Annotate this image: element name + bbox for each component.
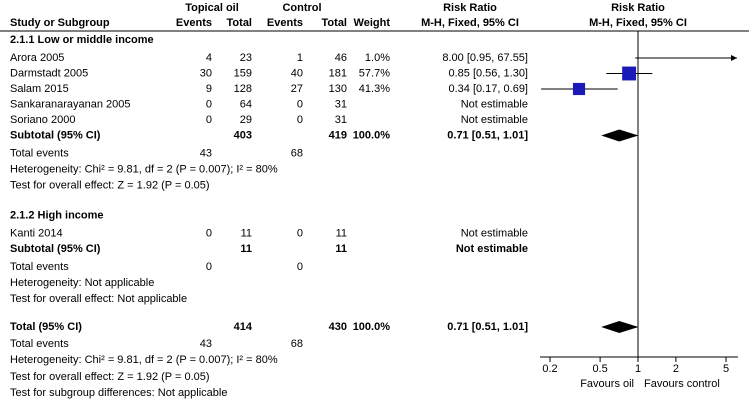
note: 2.1.2 High income bbox=[10, 209, 104, 221]
cell: 11 bbox=[241, 227, 252, 239]
cell: 0 bbox=[297, 261, 303, 273]
study-head: Study or Subgroup bbox=[10, 17, 110, 29]
plot-method-head: M-H, Fixed, 95% CI bbox=[589, 17, 687, 29]
cell: 1 bbox=[297, 52, 303, 64]
cell: 43 bbox=[200, 147, 212, 159]
study-square bbox=[622, 66, 637, 81]
row-label: Darmstadt 2005 bbox=[10, 67, 88, 79]
cell: 0 bbox=[206, 261, 212, 273]
row-label: Total events bbox=[10, 261, 69, 273]
cell: 414 bbox=[234, 321, 253, 333]
group-head: Topical oil bbox=[185, 2, 239, 14]
cell: 40 bbox=[291, 67, 303, 79]
plot-head: Risk Ratio bbox=[611, 2, 665, 14]
row-label: Kanti 2014 bbox=[10, 227, 63, 239]
cell: 64 bbox=[240, 98, 252, 110]
cell: 0 bbox=[206, 114, 212, 126]
favours-right: Favours control bbox=[644, 378, 720, 390]
note: 2.1.1 Low or middle income bbox=[10, 34, 154, 46]
cell: 68 bbox=[291, 338, 303, 350]
cell: 4 bbox=[206, 52, 212, 64]
x-tick-label: 1 bbox=[635, 363, 641, 375]
note: Test for overall effect: Z = 1.92 (P = 0… bbox=[10, 179, 210, 191]
cell: 0 bbox=[297, 227, 303, 239]
weight-head: Weight bbox=[354, 17, 391, 29]
row-label: Subtotal (95% CI) bbox=[10, 129, 101, 141]
cell: 1.0% bbox=[365, 52, 390, 64]
x-tick-label: 5 bbox=[723, 363, 729, 375]
events-head: Events bbox=[267, 17, 303, 29]
row-label: Total events bbox=[10, 147, 69, 159]
note: Test for subgroup differences: Not appli… bbox=[10, 387, 227, 399]
cell: 31 bbox=[335, 114, 347, 126]
cell: Not estimable bbox=[461, 114, 528, 126]
cell: 100.0% bbox=[353, 321, 391, 333]
cell: 128 bbox=[234, 83, 252, 95]
cell: 159 bbox=[234, 67, 252, 79]
note: Test for overall effect: Not applicable bbox=[10, 293, 187, 305]
cell: 0.71 [0.51, 1.01] bbox=[447, 129, 528, 141]
cell: 0.71 [0.51, 1.01] bbox=[447, 321, 528, 333]
cell: 57.7% bbox=[359, 67, 390, 79]
group-head: Control bbox=[282, 2, 321, 14]
cell: 31 bbox=[335, 98, 347, 110]
cell: 8.00 [0.95, 67.55] bbox=[442, 52, 528, 64]
x-tick-label: 0.2 bbox=[542, 363, 557, 375]
method-head: M-H, Fixed, 95% CI bbox=[421, 17, 519, 29]
cell: 46 bbox=[335, 52, 347, 64]
diamond bbox=[601, 129, 639, 142]
x-tick-label: 2 bbox=[673, 363, 679, 375]
cell: 0.85 [0.56, 1.30] bbox=[448, 67, 528, 79]
plot-area bbox=[541, 57, 737, 333]
cell: 68 bbox=[291, 147, 303, 159]
cell: 0 bbox=[206, 98, 212, 110]
cell: 27 bbox=[291, 83, 303, 95]
total-head: Total bbox=[227, 17, 252, 29]
row-label: Total (95% CI) bbox=[10, 321, 82, 333]
cell: Not estimable bbox=[461, 98, 528, 110]
events-head: Events bbox=[176, 17, 212, 29]
cell: 11 bbox=[240, 243, 252, 255]
cell: 0 bbox=[206, 227, 212, 239]
note: Heterogeneity: Chi² = 9.81, df = 2 (P = … bbox=[10, 163, 278, 175]
row-label: Total events bbox=[10, 338, 69, 350]
cell: Not estimable bbox=[461, 227, 528, 239]
cell: 430 bbox=[329, 321, 347, 333]
cell: 9 bbox=[206, 83, 212, 95]
row-label: Salam 2015 bbox=[10, 83, 69, 95]
row-label: Soriano 2000 bbox=[10, 114, 75, 126]
cell: 23 bbox=[240, 52, 252, 64]
cell: 0 bbox=[297, 98, 303, 110]
cell: 0 bbox=[297, 114, 303, 126]
cell: 181 bbox=[329, 67, 347, 79]
cell: 130 bbox=[329, 83, 347, 95]
study-square bbox=[572, 82, 586, 96]
cell: 11 bbox=[335, 243, 347, 255]
cell: 419 bbox=[329, 129, 347, 141]
cell: 100.0% bbox=[353, 129, 391, 141]
cell: 41.3% bbox=[359, 83, 390, 95]
cell: 30 bbox=[200, 67, 212, 79]
header: Topical oil Control Risk Ratio Risk Rati… bbox=[0, 2, 749, 32]
x-tick-label: 0.5 bbox=[592, 363, 607, 375]
cell: 0.34 [0.17, 0.69] bbox=[448, 83, 528, 95]
row-label: Sankaranarayanan 2005 bbox=[10, 98, 130, 110]
note: Heterogeneity: Not applicable bbox=[10, 277, 154, 289]
cell: 403 bbox=[234, 129, 252, 141]
cell: 29 bbox=[240, 114, 252, 126]
cell: 11 bbox=[336, 227, 347, 239]
row-label: Arora 2005 bbox=[10, 52, 64, 64]
note: Heterogeneity: Chi² = 9.81, df = 2 (P = … bbox=[10, 354, 278, 366]
rr-head: Risk Ratio bbox=[443, 2, 497, 14]
cell: Not estimable bbox=[456, 243, 528, 255]
cell: 43 bbox=[200, 338, 212, 350]
diamond bbox=[601, 321, 639, 333]
arrow-head bbox=[731, 55, 737, 61]
total-head: Total bbox=[322, 17, 347, 29]
note: Test for overall effect: Z = 1.92 (P = 0… bbox=[10, 371, 210, 383]
row-label: Subtotal (95% CI) bbox=[10, 243, 101, 255]
favours-left: Favours oil bbox=[580, 378, 634, 390]
